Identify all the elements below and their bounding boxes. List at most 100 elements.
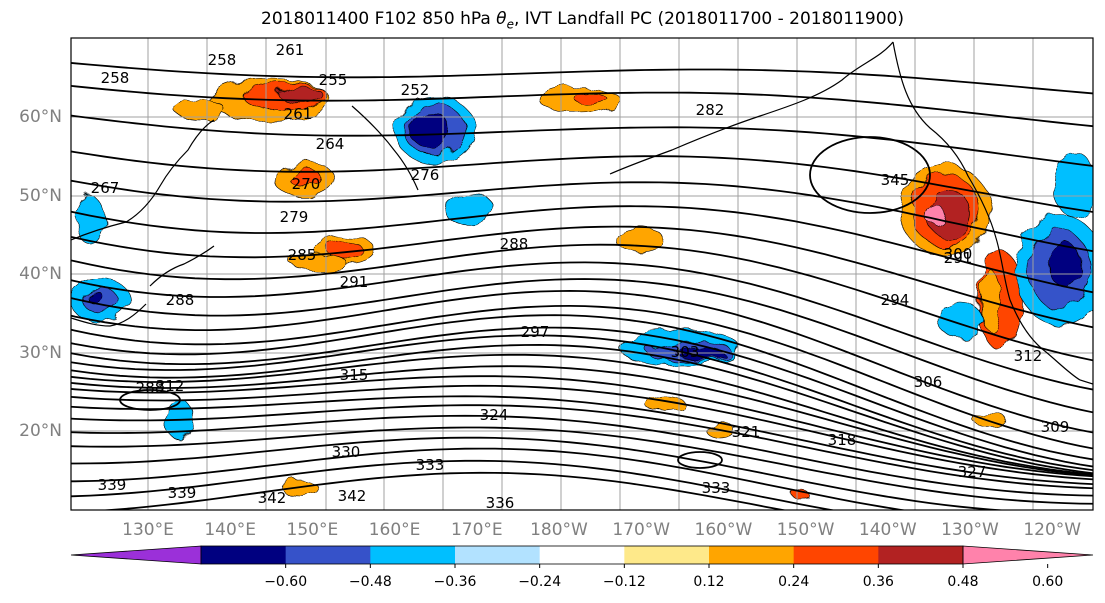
colorbar-segment <box>285 546 371 564</box>
contour-label: 279 <box>280 208 309 226</box>
contour-label: 255 <box>319 71 348 89</box>
theta-e-contour <box>71 353 1093 476</box>
theta-e-contour <box>71 334 1093 472</box>
theta-e-contour <box>96 471 788 510</box>
colorbar-extend-high <box>962 545 1094 565</box>
theta-e-contour <box>71 243 1093 362</box>
contour-label: 336 <box>486 494 515 512</box>
contour-label: 303 <box>671 343 700 361</box>
contour-label: 297 <box>521 323 550 341</box>
contour-label: 261 <box>284 105 313 123</box>
coast-china <box>71 303 147 327</box>
theta-e-contour <box>71 150 1093 213</box>
longitude-label: 170°E <box>451 520 503 540</box>
contour-label: 264 <box>316 135 345 153</box>
contour-label: 333 <box>702 479 731 497</box>
colorbar-tick-label: 0.36 <box>863 574 894 590</box>
contour-label: 345 <box>881 171 910 189</box>
map-title: 2018011400 F102 850 hPa θe, IVT Landfall… <box>261 9 904 32</box>
theta-e-contours <box>71 62 1093 510</box>
contour-label: 288 <box>500 235 529 253</box>
anomaly-blob <box>86 290 104 304</box>
colorbar-segment <box>201 546 287 564</box>
colorbar-segment <box>878 546 964 564</box>
latitude-label: 40°N <box>19 264 62 284</box>
colorbar-segment <box>793 546 879 564</box>
theta-e-contour <box>71 436 1011 510</box>
colorbar-segment <box>539 546 625 564</box>
colorbar-tick-label: 0.48 <box>947 574 978 590</box>
theta-e-contour <box>71 459 837 510</box>
colorbar-tick-labels: −0.60 −0.48 −0.36 −0.24 −0.12 0.12 0.24 0.36 0.4… <box>264 564 1063 590</box>
contour-label: 321 <box>732 423 761 441</box>
colorbar-tick-label: 0.12 <box>693 574 724 590</box>
longitude-label: 120°W <box>1023 520 1081 540</box>
colorbar-tick-label: −0.48 <box>349 574 392 590</box>
contour-label: 291 <box>340 273 369 291</box>
anomaly-blob <box>1052 152 1093 218</box>
theta-e-contour <box>71 179 1093 253</box>
anomaly-blob <box>288 168 322 188</box>
contour-label: 312 <box>1014 347 1043 365</box>
theta-e-contour <box>71 326 1093 468</box>
contour-label: 339 <box>168 484 197 502</box>
contour-label: 261 <box>276 41 305 59</box>
contour-label: 318 <box>828 431 857 449</box>
longitude-label: 140°W <box>859 520 917 540</box>
anomaly-blob <box>573 91 607 105</box>
theta-e-contour <box>71 314 1093 461</box>
contour-label: 285 <box>288 246 317 264</box>
longitude-label: 130°W <box>941 520 999 540</box>
anomaly-blob <box>937 301 983 339</box>
latitude-label: 60°N <box>19 107 62 127</box>
latitude-label: 20°N <box>19 421 62 441</box>
contour-label: 315 <box>340 366 369 384</box>
longitude-label: 140°E <box>204 520 256 540</box>
coast-japan <box>149 245 215 287</box>
longitude-label: 170°W <box>612 520 670 540</box>
anomaly-blob <box>277 85 323 103</box>
contour-label: 252 <box>401 81 430 99</box>
coast-kamchatka <box>351 105 419 191</box>
contour-label: 294 <box>881 291 910 309</box>
contour-label: 312 <box>156 377 185 395</box>
contour-label: 267 <box>91 179 120 197</box>
contour-label: 300 <box>944 245 973 263</box>
coast-north-america <box>892 41 1093 385</box>
coast-alaska <box>609 41 894 175</box>
contour-label: 270 <box>292 175 321 193</box>
colorbar-segment <box>455 546 541 564</box>
contour-label: 309 <box>1041 418 1070 436</box>
longitude-label: 180°W <box>530 520 588 540</box>
theta-e-closed-contour <box>809 136 931 214</box>
contour-label: 333 <box>416 456 445 474</box>
map-frame <box>70 37 1094 511</box>
latitude-labels: 60°N 50°N 40°N 30°N 20°N <box>19 107 62 441</box>
contour-label: 327 <box>958 463 987 481</box>
colorbar-segment <box>709 546 795 564</box>
contour-label: 330 <box>332 443 361 461</box>
theta-e-contour <box>71 414 1093 497</box>
longitude-label: 150°W <box>777 520 835 540</box>
theta-e-contour <box>71 304 1093 450</box>
theta-e-closed-contour <box>677 451 723 469</box>
colorbar <box>70 545 1094 565</box>
theta-e-contour <box>71 84 1093 128</box>
theta-e-contour <box>71 395 1093 486</box>
theta-e-contour <box>71 384 1093 481</box>
theta-e-contour <box>71 289 1093 434</box>
colorbar-tick-label: 0.60 <box>1032 574 1063 590</box>
contour-label: 291 <box>944 249 973 267</box>
theta-e-contour <box>71 62 1093 95</box>
colorbar-outline <box>200 545 964 565</box>
contour-label: 276 <box>411 166 440 184</box>
latitude-label: 50°N <box>19 186 62 206</box>
theta-e-contour <box>71 404 1093 490</box>
anomaly-blob <box>675 347 725 361</box>
contour-label: 288 <box>136 379 165 397</box>
anomaly-blob <box>924 204 946 226</box>
contour-label: 342 <box>258 489 287 507</box>
colorbar-segment <box>624 546 710 564</box>
